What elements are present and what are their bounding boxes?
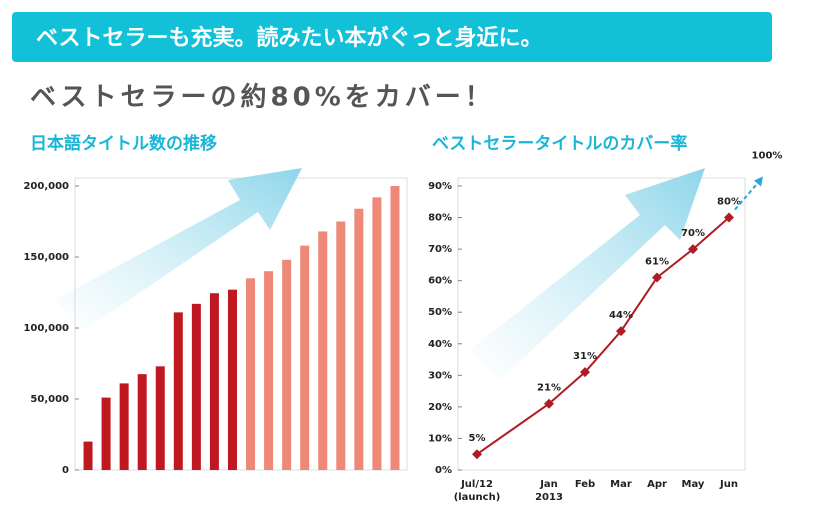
y-tick-label: 90% [428,181,452,192]
deco-arrow [470,168,705,380]
marker [616,326,626,337]
bar [227,289,237,470]
heading: ベストセラーの約80%をカバー！ [30,82,495,113]
bar [155,366,165,470]
marker [580,367,590,378]
marker [688,244,698,255]
bar [336,221,346,470]
bar [300,245,310,470]
value-label: 5% [469,433,486,444]
x-tick-label: Feb [575,479,595,490]
bar [282,259,292,470]
deco-arrow [55,168,302,330]
value-label: 31% [573,351,597,362]
x-tick-label: Jul/12 (launch) [454,479,501,503]
bar [209,293,219,470]
bar [101,397,111,470]
y-tick-label: 100,000 [23,323,69,334]
bar [354,208,364,470]
x-tick-label: Apr [647,479,667,490]
y-tick-label: 50% [428,307,452,318]
plot-frame [457,177,746,471]
chart-title: 日本語タイトル数の推移 [30,133,217,154]
annotation: 100% [752,151,783,162]
bar [246,278,256,470]
y-tick-label: 200,000 [23,181,69,192]
chart-title: ベストセラータイトルのカバー率 [432,133,687,154]
x-tick-label: Jan 2013 [535,479,563,503]
y-tick-label: 30% [428,370,452,381]
y-tick-label: 20% [428,402,452,413]
bar [83,441,93,470]
y-tick-label: 150,000 [23,252,69,263]
y-tick-label: 0 [62,465,69,476]
marker [724,212,734,223]
value-label: 61% [645,257,669,268]
bar [318,231,328,470]
bar [372,197,382,471]
banner-text: ベストセラーも充実。読みたい本がぐっと身近に。 [36,25,542,51]
marker [652,272,662,283]
bar [173,312,183,470]
bar [191,303,201,470]
y-tick-label: 0% [435,465,452,476]
x-tick-label: Mar [610,479,632,490]
bar [137,374,147,470]
value-label: 80% [717,197,741,208]
value-label: 44% [609,310,633,321]
value-label: 70% [681,228,705,239]
bar [264,271,274,470]
y-tick-label: 10% [428,433,452,444]
x-tick-label: May [682,479,705,490]
trend-arrow-head [754,176,763,187]
x-tick-label: Jun [719,479,738,490]
bar [119,383,129,470]
y-tick-label: 60% [428,276,452,287]
marker [472,449,482,460]
marker [544,398,554,409]
banner-bg [12,12,772,62]
y-tick-label: 70% [428,244,452,255]
y-tick-label: 50,000 [30,394,69,405]
value-label: 21% [537,383,561,394]
y-tick-label: 40% [428,339,452,350]
y-tick-label: 80% [428,213,452,224]
trend-arrow [734,180,760,211]
bar [390,186,400,470]
